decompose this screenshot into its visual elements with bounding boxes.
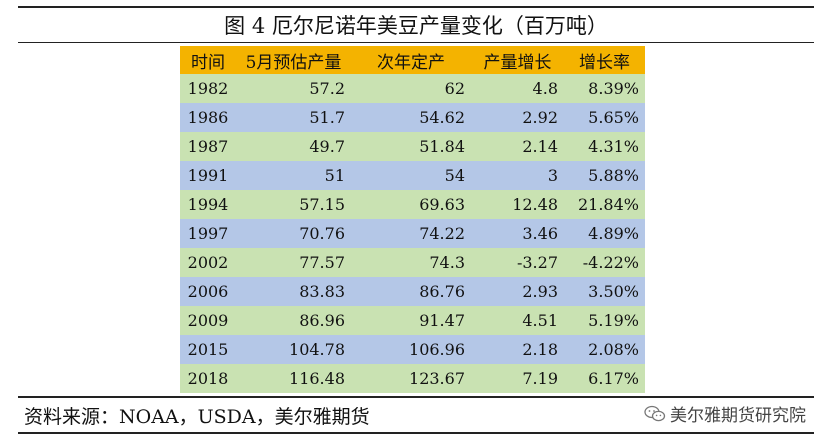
cell-year: 2018	[180, 364, 236, 393]
cell-final-production: 74.22	[351, 219, 471, 248]
table-body: 1982 57.2 62 4.8 8.39% 1986 51.7 54.62 2.92 5.65%…	[180, 74, 645, 393]
cell-production-increase: -3.27	[471, 248, 564, 277]
table-row: 1994 57.15 69.63 12.48 21.84%	[180, 190, 645, 219]
cell-may-estimate: 116.48	[236, 364, 351, 393]
cell-growth-rate: 21.84%	[564, 190, 645, 219]
cell-production-increase: 2.92	[471, 103, 564, 132]
table-row: 1997 70.76 74.22 3.46 4.89%	[180, 219, 645, 248]
cell-production-increase: 2.14	[471, 132, 564, 161]
cell-year: 2009	[180, 306, 236, 335]
source-note: 资料来源：NOAA，USDA，美尔雅期货	[24, 406, 370, 428]
cell-production-increase: 12.48	[471, 190, 564, 219]
cell-final-production: 91.47	[351, 306, 471, 335]
cell-may-estimate: 51	[236, 161, 351, 190]
table-row: 2015 104.78 106.96 2.18 2.08%	[180, 335, 645, 364]
cell-production-increase: 7.19	[471, 364, 564, 393]
soybean-production-table: 时间 5月预估产量 次年定产 产量增长 增长率 1982 57.2 62 4.8 8.3…	[180, 46, 645, 393]
cell-growth-rate: 2.08%	[564, 335, 645, 364]
cell-final-production: 69.63	[351, 190, 471, 219]
cell-year: 1986	[180, 103, 236, 132]
cell-production-increase: 4.8	[471, 74, 564, 103]
footer-bar: 资料来源：NOAA，USDA，美尔雅期货 美尔雅期货研究院	[18, 396, 814, 434]
cell-growth-rate: 8.39%	[564, 74, 645, 103]
cell-year: 2006	[180, 277, 236, 306]
cell-growth-rate: 5.88%	[564, 161, 645, 190]
cell-year: 1994	[180, 190, 236, 219]
cell-growth-rate: -4.22%	[564, 248, 645, 277]
figure-title-bar: 图 4 厄尔尼诺年美豆产量变化（百万吨）	[18, 6, 814, 43]
cell-year: 1991	[180, 161, 236, 190]
cell-year: 2002	[180, 248, 236, 277]
table-row: 2018 116.48 123.67 7.19 6.17%	[180, 364, 645, 393]
cell-final-production: 54	[351, 161, 471, 190]
cell-production-increase: 2.93	[471, 277, 564, 306]
table-row: 2006 83.83 86.76 2.93 3.50%	[180, 277, 645, 306]
cell-final-production: 123.67	[351, 364, 471, 393]
cell-growth-rate: 5.65%	[564, 103, 645, 132]
table-row: 2002 77.57 74.3 -3.27 -4.22%	[180, 248, 645, 277]
cell-final-production: 106.96	[351, 335, 471, 364]
cell-year: 1997	[180, 219, 236, 248]
cell-final-production: 86.76	[351, 277, 471, 306]
header-may-estimate: 5月预估产量	[236, 46, 351, 74]
cell-may-estimate: 51.7	[236, 103, 351, 132]
cell-growth-rate: 4.31%	[564, 132, 645, 161]
table-row: 1982 57.2 62 4.8 8.39%	[180, 74, 645, 103]
cell-final-production: 62	[351, 74, 471, 103]
wechat-icon	[644, 405, 666, 421]
cell-growth-rate: 5.19%	[564, 306, 645, 335]
table-row: 2009 86.96 91.47 4.51 5.19%	[180, 306, 645, 335]
cell-production-increase: 3	[471, 161, 564, 190]
cell-may-estimate: 86.96	[236, 306, 351, 335]
header-production-increase: 产量增长	[471, 46, 564, 74]
cell-may-estimate: 49.7	[236, 132, 351, 161]
cell-final-production: 54.62	[351, 103, 471, 132]
cell-may-estimate: 77.57	[236, 248, 351, 277]
cell-year: 1987	[180, 132, 236, 161]
cell-final-production: 51.84	[351, 132, 471, 161]
header-final-production: 次年定产	[351, 46, 471, 74]
cell-growth-rate: 6.17%	[564, 364, 645, 393]
table-row: 1987 49.7 51.84 2.14 4.31%	[180, 132, 645, 161]
table-row: 1986 51.7 54.62 2.92 5.65%	[180, 103, 645, 132]
table-header-row: 时间 5月预估产量 次年定产 产量增长 增长率	[180, 46, 645, 74]
cell-growth-rate: 3.50%	[564, 277, 645, 306]
header-growth-rate: 增长率	[564, 46, 645, 74]
cell-may-estimate: 70.76	[236, 219, 351, 248]
cell-year: 1982	[180, 74, 236, 103]
watermark-text: 美尔雅期货研究院	[670, 406, 806, 426]
cell-production-increase: 3.46	[471, 219, 564, 248]
watermark: 美尔雅期货研究院	[644, 401, 806, 426]
cell-may-estimate: 83.83	[236, 277, 351, 306]
figure-title: 图 4 厄尔尼诺年美豆产量变化（百万吨）	[224, 14, 608, 38]
cell-production-increase: 2.18	[471, 335, 564, 364]
table-row: 1991 51 54 3 5.88%	[180, 161, 645, 190]
cell-may-estimate: 57.15	[236, 190, 351, 219]
cell-final-production: 74.3	[351, 248, 471, 277]
cell-production-increase: 4.51	[471, 306, 564, 335]
cell-year: 2015	[180, 335, 236, 364]
cell-may-estimate: 57.2	[236, 74, 351, 103]
header-year: 时间	[180, 46, 236, 74]
cell-growth-rate: 4.89%	[564, 219, 645, 248]
cell-may-estimate: 104.78	[236, 335, 351, 364]
